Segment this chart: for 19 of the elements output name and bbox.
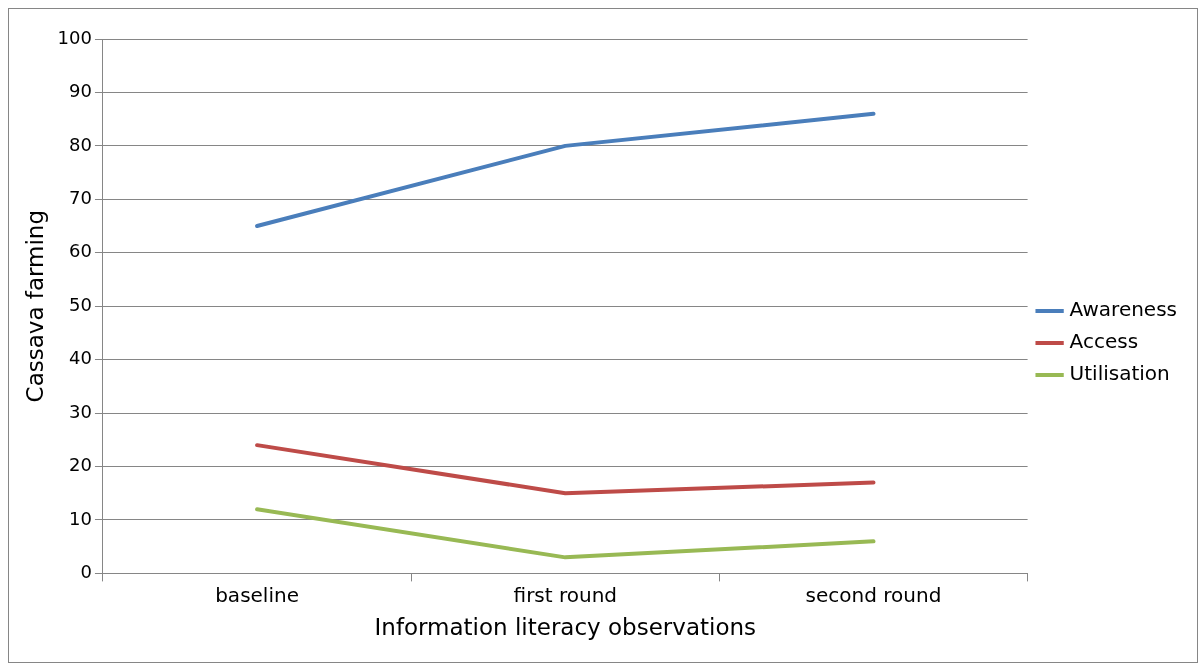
y-tick-label: 20 bbox=[69, 454, 92, 476]
y-tick-label: 100 bbox=[57, 26, 92, 48]
legend-label: Utilisation bbox=[1069, 361, 1170, 386]
x-axis-title: Information literacy observations bbox=[374, 614, 757, 641]
y-axis-title: Cassava farming bbox=[21, 209, 48, 403]
y-tick-label: 60 bbox=[69, 240, 92, 262]
x-tick-label: baseline bbox=[215, 582, 299, 607]
y-tick-label: 90 bbox=[69, 80, 92, 102]
y-tick-label: 0 bbox=[80, 561, 92, 583]
x-tick-label: first round bbox=[513, 582, 618, 607]
y-tick-label: 50 bbox=[69, 293, 92, 315]
y-tick-label: 80 bbox=[69, 133, 92, 155]
y-tick-label: 30 bbox=[69, 400, 92, 422]
y-tick-label: 70 bbox=[69, 186, 92, 208]
y-tick-label: 10 bbox=[69, 507, 92, 529]
legend-label: Awareness bbox=[1069, 297, 1178, 322]
legend-label: Access bbox=[1069, 329, 1139, 354]
y-tick-label: 40 bbox=[69, 347, 92, 369]
x-tick-label: second round bbox=[805, 582, 942, 607]
